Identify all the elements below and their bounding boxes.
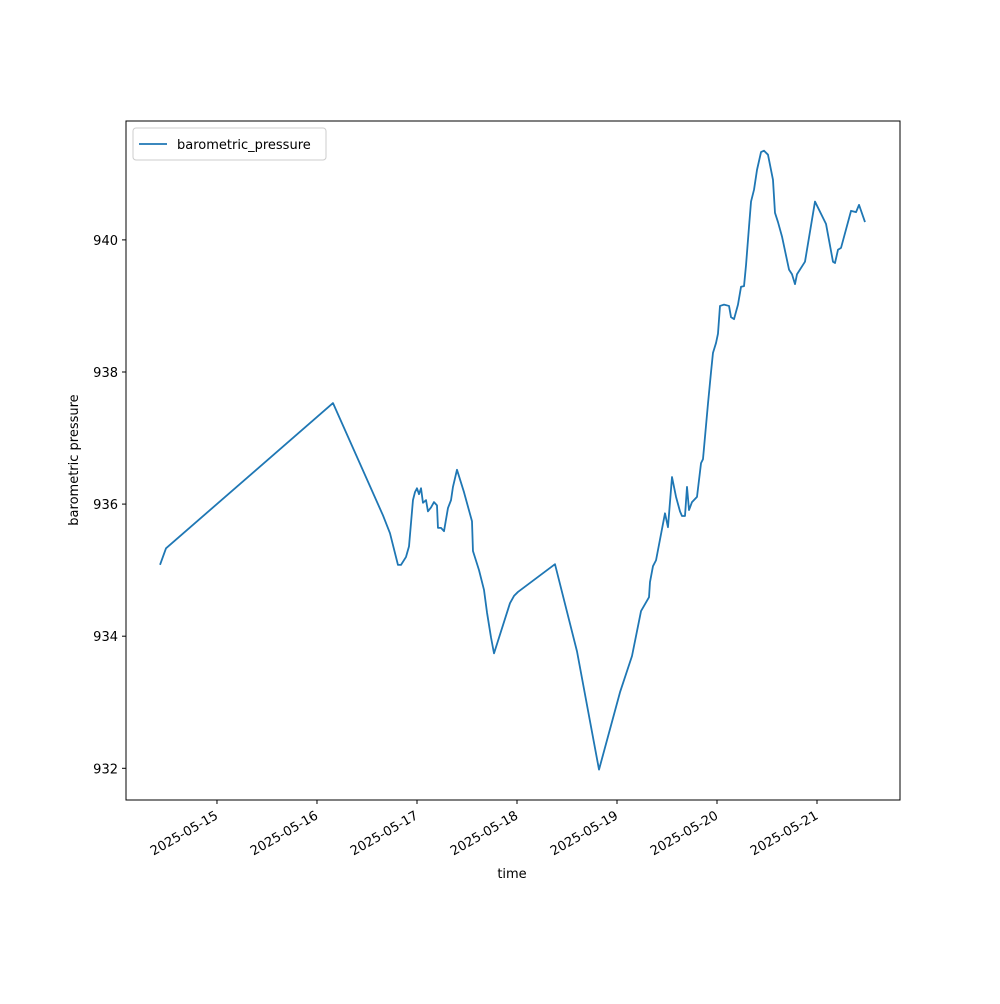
y-tick-label: 938	[93, 366, 118, 381]
legend-box	[132, 127, 327, 161]
y-axis-label: barometric pressure	[67, 394, 82, 525]
data-line	[159, 149, 866, 771]
y-tick-label: 934	[93, 630, 118, 645]
y-tick-label: 936	[93, 498, 118, 513]
x-axis-label: time	[497, 867, 526, 882]
y-tick-label: 932	[93, 762, 118, 777]
y-tick-label: 940	[93, 234, 118, 249]
plot-frame	[125, 120, 901, 801]
legend-label: barometric_pressure	[177, 138, 311, 153]
